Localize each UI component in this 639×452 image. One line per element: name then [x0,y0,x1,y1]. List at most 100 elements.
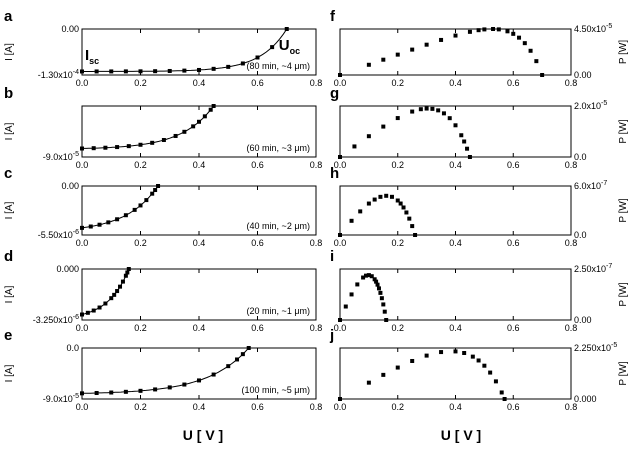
data-point [138,142,143,147]
data-point [343,304,348,309]
x-tick-label: 0.0 [334,160,347,170]
data-point [138,388,143,393]
data-point [202,114,207,119]
data-point [97,222,102,227]
data-point [493,379,498,384]
data-point [103,145,108,150]
data-point [378,290,383,295]
y-tick-label: 2.0x10-5 [574,100,607,111]
data-point [384,318,389,322]
data-point [369,274,374,279]
y-tick-label: -3.250x10-6 [33,314,79,325]
data-point [150,191,155,196]
data-point [459,133,464,138]
x-tick-label: 0.6 [507,402,520,412]
y-axis-label: I [A] [4,285,15,303]
panel-j: j 0.0 0.2 0.4 0.6 0.8 2.250x10-5 0.000 P [W] [329,327,629,412]
y-tick-label: 0.000 [574,394,597,404]
data-point [424,106,429,111]
data-point [112,292,117,297]
x-tick-label: 0.4 [193,78,206,88]
data-point [363,273,368,278]
data-point [153,188,158,193]
data-point [401,205,406,210]
x-tick-label: 0.6 [251,160,264,170]
panel-f: f 0.0 0.2 0.4 0.6 0.8 4.50x10-5 0.00 P [W] [330,8,629,88]
data-point [156,184,161,188]
data-point [85,310,90,315]
data-point [374,279,379,284]
isc-label: Isc [85,47,99,66]
data-point [338,155,342,159]
data-point [103,301,108,306]
x-tick-label: 0.8 [310,402,323,412]
sample-annotation: (60 min, ~3 μm) [247,143,310,153]
data-point [91,308,96,313]
data-point [226,64,231,69]
x-tick-label: 0.8 [565,323,578,333]
data-point [476,358,481,363]
panel-letter: g [330,85,339,102]
data-point [496,27,501,32]
x-tick-label: 0.6 [507,238,520,248]
y-axis-label: I [A] [4,122,15,140]
y-tick-label: 2.250x10-5 [574,342,617,353]
data-point [395,116,400,121]
x-tick-label: 0.4 [193,160,206,170]
panel-letter: j [329,327,334,344]
y-tick-label: -5.50x10-6 [38,229,79,240]
data-point [534,59,539,64]
x-tick-label: 0.8 [310,323,323,333]
data-point [372,277,377,282]
data-point [381,302,386,307]
panel-letter: c [4,165,12,182]
panel-g: g 0.0 0.2 0.4 0.6 0.8 2.0x10-5 0.0 P [W] [330,85,629,170]
data-point [366,273,371,278]
data-point [465,146,470,151]
x-tick-label: 0.2 [391,402,404,412]
x-tick-label: 0.0 [76,238,89,248]
data-point [132,207,137,212]
panel-i: i 0.0 0.2 0.4 0.6 0.8 2.50x10-7 0.00 P [W] [330,248,629,333]
data-point [197,378,201,383]
x-tick-label: 0.2 [134,238,147,248]
data-point [395,198,400,203]
data-point [366,62,371,67]
x-tick-label: 0.2 [391,323,404,333]
data-point [120,279,125,284]
data-point [381,57,386,62]
data-point [123,69,128,74]
data-point [123,213,128,218]
data-point [476,28,481,33]
x-tick-label: 0.6 [251,323,264,333]
y-tick-label: 0.00 [574,70,592,80]
data-point [88,224,93,229]
data-point [499,390,504,395]
x-tick-label: 0.8 [565,160,578,170]
data-point [355,282,360,287]
y-tick-label: -9.0x10-5 [43,151,79,162]
data-point [491,27,496,31]
data-point [502,397,507,401]
panel-letter: b [4,85,13,102]
data-point [123,273,128,278]
data-point [284,27,289,31]
y-tick-label: 0.000 [56,264,79,274]
y-tick-label: 2.50x10-7 [574,263,612,274]
data-point [436,108,441,113]
y-tick-label: 4.50x10-5 [574,23,612,34]
data-point [453,123,458,128]
data-point [424,42,429,47]
y-tick-label: -9.0x10-5 [43,393,79,404]
data-point [467,155,472,159]
x-tick-label: 0.6 [507,160,520,170]
x-tick-label: 0.0 [76,78,89,88]
y-tick-label: 0.00 [574,315,592,325]
x-tick-label: 0.6 [507,323,520,333]
data-point [153,69,158,74]
data-point [115,145,120,150]
data-point [349,218,354,223]
data-point [410,109,415,114]
data-point [482,363,487,368]
fit-line [82,347,250,394]
